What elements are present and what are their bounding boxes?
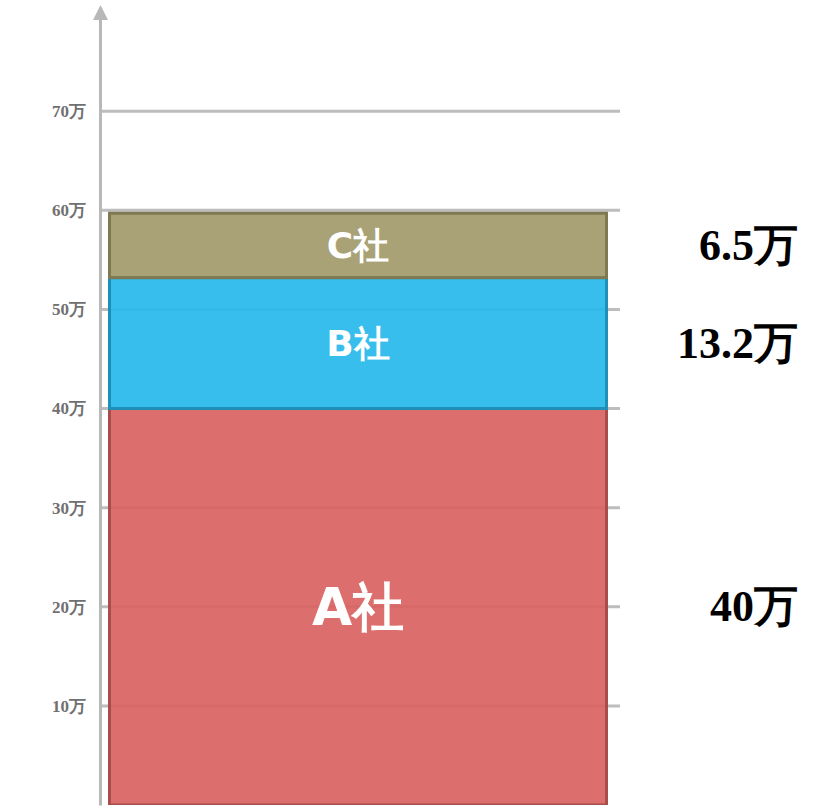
tick-label: 10万 <box>52 697 86 716</box>
chart: A社 40万 B社 13.2万 C社 6.5万 10万 20万 30万 40万 50万 60万 70万 <box>0 0 814 812</box>
data-label: 13.2万 <box>677 319 798 368</box>
series-name: B社 <box>326 323 389 364</box>
y-axis: 10万 20万 30万 40万 50万 60万 70万 <box>52 13 101 806</box>
bar-segment <box>110 409 607 806</box>
series-name: A社 <box>312 577 404 637</box>
tick-label: 30万 <box>52 499 86 518</box>
tick-label: 50万 <box>52 300 86 319</box>
bars <box>110 213 607 805</box>
labels: A社 40万 B社 13.2万 C社 6.5万 <box>312 221 798 637</box>
tick-label: 60万 <box>52 201 86 220</box>
tick: 20万 <box>52 598 100 617</box>
axis-line <box>99 13 102 806</box>
series-name: C社 <box>327 225 389 266</box>
grid-line <box>100 110 620 113</box>
tick: 50万 <box>52 300 100 319</box>
tick: 10万 <box>52 697 100 716</box>
tick: 70万 <box>52 102 100 121</box>
bar-segment <box>110 213 607 277</box>
bar-segment <box>110 278 607 409</box>
tick-label: 20万 <box>52 598 86 617</box>
data-label: 6.5万 <box>699 221 798 270</box>
tick-label: 40万 <box>52 399 86 418</box>
tick: 60万 <box>52 201 100 220</box>
tick: 40万 <box>52 399 100 418</box>
tick-label: 70万 <box>52 102 86 121</box>
tick: 30万 <box>52 499 100 518</box>
data-label: 40万 <box>710 582 798 631</box>
grid-line <box>100 209 620 212</box>
